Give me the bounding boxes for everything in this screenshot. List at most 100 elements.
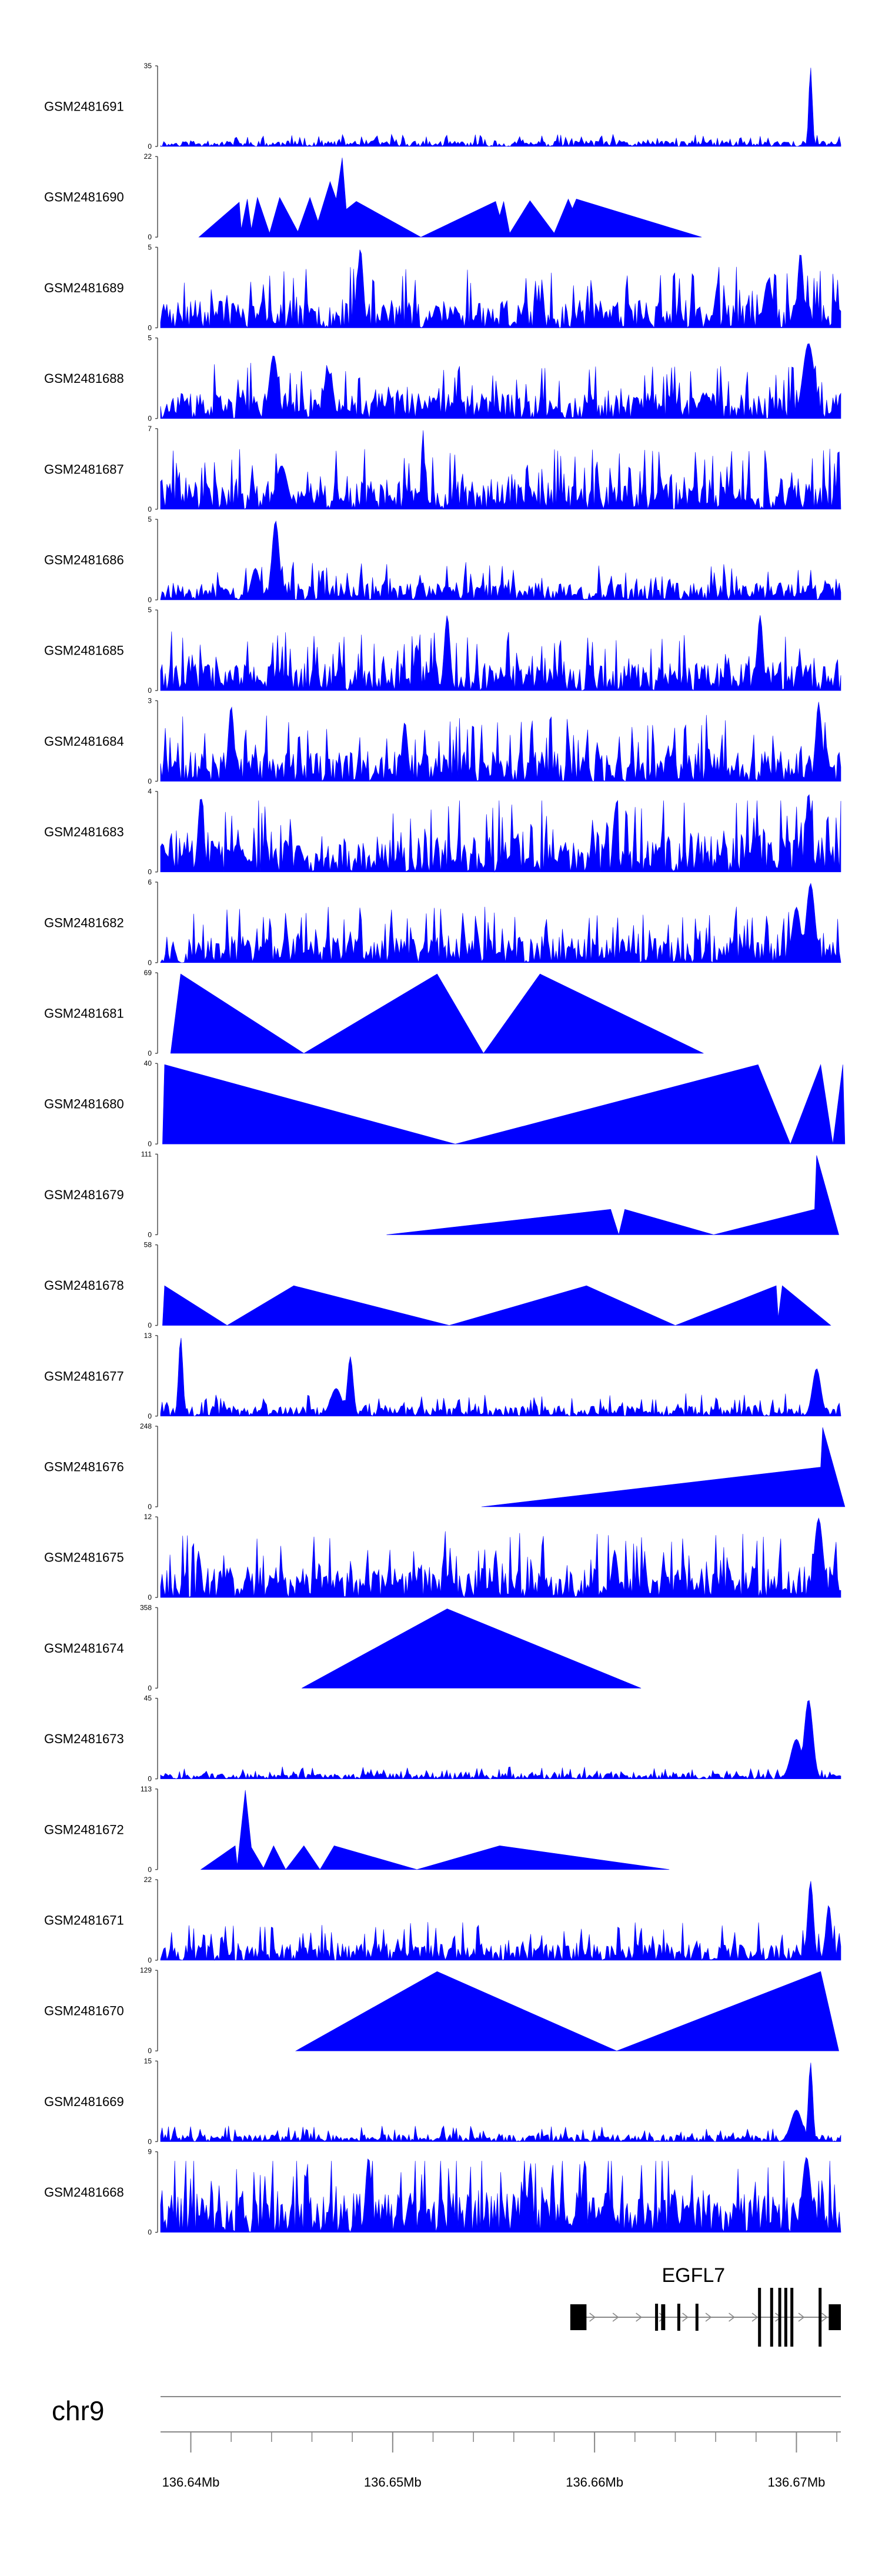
strand-arrow — [751, 2313, 759, 2322]
y-max-tick-label: 22 — [144, 1876, 152, 1884]
coverage-area — [160, 615, 841, 691]
y-max-tick-label: 3 — [148, 696, 152, 705]
coverage-area — [160, 343, 841, 419]
axis-tick-label: 136.66Mb — [566, 2475, 623, 2490]
coverage-area — [160, 430, 841, 510]
track-GSM2481683: GSM2481683 4 0 — [44, 788, 841, 876]
track-label: GSM2481691 — [44, 99, 124, 114]
track-GSM2481685: GSM2481685 5 0 — [44, 606, 841, 695]
y-max-tick-label: 22 — [144, 152, 152, 161]
track-GSM2481690: GSM2481690 22 0 — [44, 152, 702, 241]
axis-tick-label: 136.67Mb — [768, 2475, 826, 2490]
track-label: GSM2481681 — [44, 1006, 124, 1021]
y-max-tick-label: 12 — [144, 1513, 152, 1521]
track-label: GSM2481685 — [44, 643, 124, 658]
coverage-area — [160, 2063, 841, 2143]
y-min-tick-label: 0 — [148, 2228, 152, 2237]
y-max-tick-label: 4 — [148, 788, 152, 796]
exon-block — [758, 2288, 761, 2347]
y-min-tick-label: 0 — [148, 323, 152, 332]
y-max-tick-label: 45 — [144, 1694, 152, 1703]
coverage-area — [162, 1285, 831, 1326]
y-max-tick-label: 111 — [141, 1150, 152, 1158]
track-label: GSM2481668 — [44, 2185, 124, 2200]
y-max-tick-label: 6 — [148, 878, 152, 886]
track-GSM2481686: GSM2481686 5 0 — [44, 515, 841, 604]
coverage-area — [198, 158, 702, 238]
coverage-area — [386, 1155, 839, 1236]
exon-block — [828, 2304, 841, 2330]
y-max-tick-label: 15 — [144, 2057, 152, 2065]
track-label: GSM2481678 — [44, 1278, 124, 1293]
coverage-area — [160, 794, 841, 873]
track-label: GSM2481679 — [44, 1187, 124, 1202]
strand-arrow — [589, 2313, 596, 2322]
strand-arrow — [798, 2313, 805, 2322]
track-GSM2481684: GSM2481684 3 0 — [44, 696, 841, 785]
y-max-tick-label: 5 — [148, 243, 152, 251]
strand-arrow — [682, 2313, 689, 2322]
track-label: GSM2481690 — [44, 190, 124, 205]
coverage-area — [160, 1517, 841, 1599]
strand-arrow — [729, 2313, 735, 2322]
coverage-area — [170, 973, 704, 1054]
y-min-tick-label: 0 — [148, 1503, 152, 1511]
exon-block — [784, 2288, 787, 2347]
coverage-area — [160, 1700, 841, 1780]
y-min-tick-label: 0 — [148, 596, 152, 604]
track-GSM2481668: GSM2481668 9 0 — [44, 2148, 841, 2237]
track-label: GSM2481682 — [44, 915, 124, 930]
y-max-tick-label: 35 — [144, 62, 152, 70]
track-label: GSM2481684 — [44, 734, 124, 749]
coverage-area — [160, 702, 841, 782]
y-min-tick-label: 0 — [148, 233, 152, 241]
coverage-area — [160, 1881, 841, 1961]
track-GSM2481674: GSM2481674 358 0 — [44, 1603, 642, 1692]
track-GSM2481672: GSM2481672 113 0 — [44, 1785, 670, 1874]
gene-annotation-track: EGFL7 — [570, 2264, 841, 2347]
strand-arrow — [612, 2313, 619, 2322]
track-GSM2481680: GSM2481680 40 0 — [44, 1059, 846, 1148]
y-max-tick-label: 5 — [148, 606, 152, 614]
y-min-tick-label: 0 — [148, 686, 152, 695]
y-max-tick-label: 9 — [148, 2148, 152, 2156]
y-min-tick-label: 0 — [148, 415, 152, 423]
track-label: GSM2481669 — [44, 2094, 124, 2109]
y-max-tick-label: 13 — [144, 1332, 152, 1340]
track-label: GSM2481672 — [44, 1822, 124, 1837]
exon-block — [818, 2288, 822, 2347]
track-GSM2481688: GSM2481688 5 0 — [44, 334, 841, 423]
y-min-tick-label: 0 — [148, 1140, 152, 1148]
track-GSM2481691: GSM2481691 35 0 — [44, 62, 841, 151]
y-min-tick-label: 0 — [148, 142, 152, 151]
axis-tick-label: 136.64Mb — [162, 2475, 220, 2490]
coverage-area — [160, 883, 841, 963]
gene-name-label: EGFL7 — [662, 2264, 726, 2287]
coverage-area — [481, 1427, 846, 1507]
track-label: GSM2481673 — [44, 1731, 124, 1746]
track-label: GSM2481674 — [44, 1641, 124, 1656]
y-max-tick-label: 113 — [141, 1785, 152, 1793]
y-min-tick-label: 0 — [148, 1230, 152, 1239]
y-max-tick-label: 129 — [140, 1966, 152, 1974]
y-max-tick-label: 69 — [144, 969, 152, 977]
coverage-area — [160, 520, 841, 601]
track-label: GSM2481687 — [44, 462, 124, 476]
track-label: GSM2481670 — [44, 2004, 124, 2018]
y-min-tick-label: 0 — [148, 959, 152, 967]
y-max-tick-label: 358 — [140, 1603, 152, 1611]
exon-block — [570, 2304, 587, 2330]
genome-axis-track: chr9 136.64Mb 136.65Mb 136.66Mb 136.67Mb — [52, 2395, 841, 2490]
track-label: GSM2481689 — [44, 281, 124, 295]
track-GSM2481671: GSM2481671 22 0 — [44, 1876, 841, 1964]
exon-block — [770, 2288, 773, 2347]
coverage-area — [160, 249, 841, 329]
y-max-tick-label: 248 — [140, 1422, 152, 1430]
track-label: GSM2481688 — [44, 371, 124, 386]
track-GSM2481669: GSM2481669 15 0 — [44, 2057, 841, 2145]
y-min-tick-label: 0 — [148, 1412, 152, 1420]
exon-block — [778, 2288, 781, 2347]
axis-tick-label: 136.65Mb — [364, 2475, 422, 2490]
coverage-area — [160, 2157, 841, 2233]
track-GSM2481673: GSM2481673 45 0 — [44, 1694, 841, 1783]
